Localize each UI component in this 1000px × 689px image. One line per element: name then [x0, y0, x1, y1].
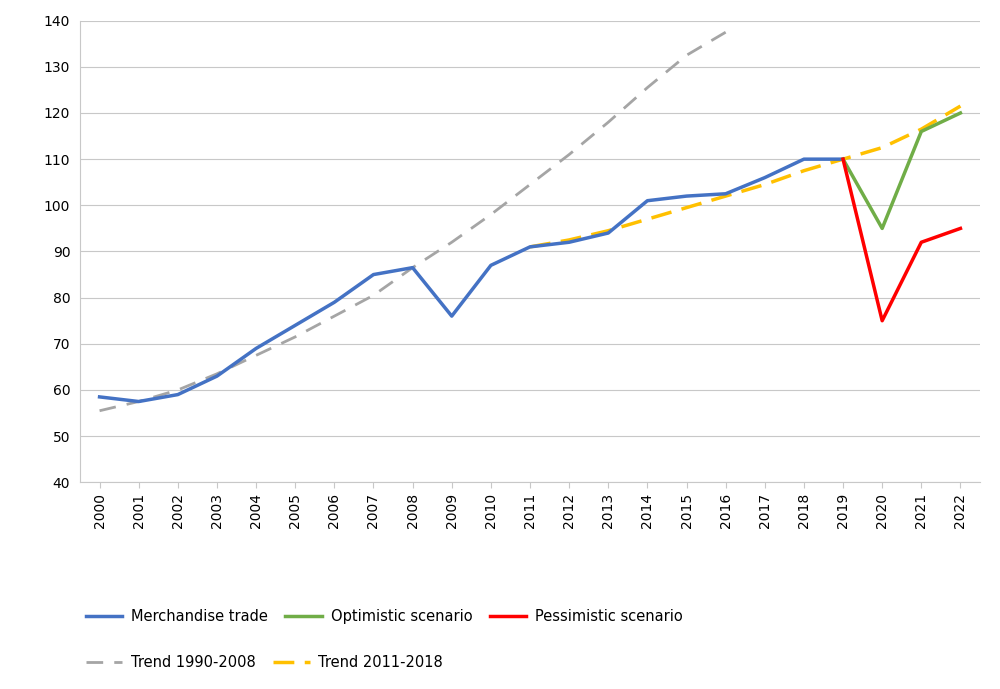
Legend: Trend 1990-2008, Trend 2011-2018: Trend 1990-2008, Trend 2011-2018	[80, 650, 449, 676]
